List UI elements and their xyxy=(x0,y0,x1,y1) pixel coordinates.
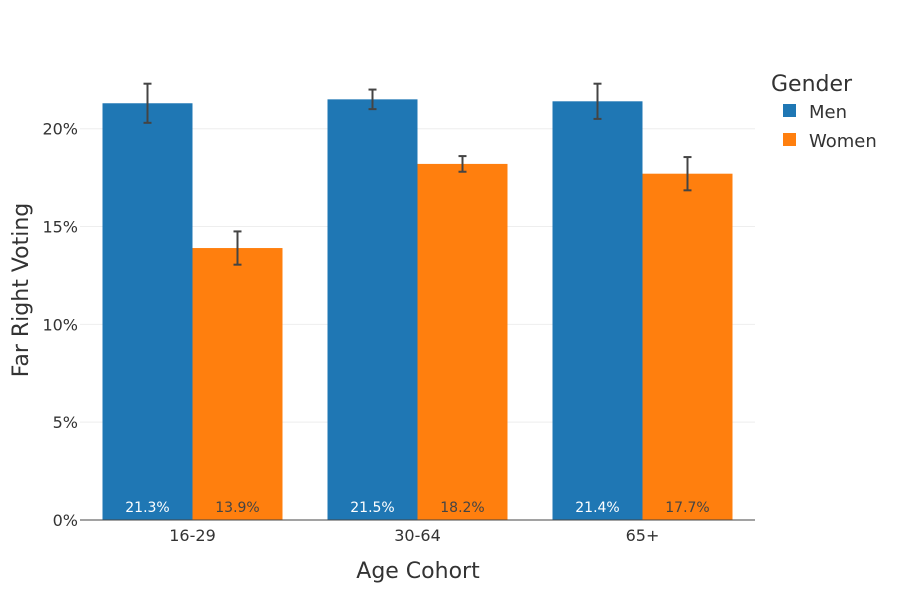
bar-value-label: 18.2% xyxy=(440,500,484,516)
bar xyxy=(552,101,643,520)
legend: Gender Men Women xyxy=(771,72,877,152)
bar xyxy=(102,103,193,521)
y-tick-label: 0% xyxy=(53,511,78,530)
x-axis-title: Age Cohort xyxy=(356,559,480,584)
legend-swatch xyxy=(783,104,796,117)
legend-swatch xyxy=(783,133,796,146)
bar-value-label: 21.5% xyxy=(350,500,394,516)
bar xyxy=(417,163,508,521)
bar-value-label: 13.9% xyxy=(215,500,259,516)
legend-label: Men xyxy=(809,102,847,123)
bar-value-label: 21.4% xyxy=(575,500,619,516)
x-tick-label: 16-29 xyxy=(169,526,216,545)
bar-value-label: 17.7% xyxy=(665,500,709,516)
y-tick-label: 20% xyxy=(42,120,78,139)
bar xyxy=(642,173,733,520)
bar-value-labels: 21.3% 13.9% 21.5% 18.2% 21.4% 17.7% xyxy=(125,500,709,516)
bar xyxy=(327,99,418,520)
bars xyxy=(102,99,733,521)
error-bars xyxy=(143,82,692,266)
bar xyxy=(192,248,283,521)
x-axis-ticks: 16-29 30-64 65+ xyxy=(169,526,659,545)
y-tick-label: 5% xyxy=(53,413,78,432)
y-axis-title: Far Right Voting xyxy=(9,203,34,378)
y-tick-label: 10% xyxy=(42,315,78,334)
y-tick-label: 15% xyxy=(42,218,78,237)
y-axis-ticks: 0% 5% 10% 15% 20% xyxy=(42,120,78,530)
legend-label: Women xyxy=(809,131,877,152)
legend-title: Gender xyxy=(771,72,853,97)
x-tick-label: 30-64 xyxy=(394,526,441,545)
x-tick-label: 65+ xyxy=(626,526,660,545)
bar-value-label: 21.3% xyxy=(125,500,169,516)
